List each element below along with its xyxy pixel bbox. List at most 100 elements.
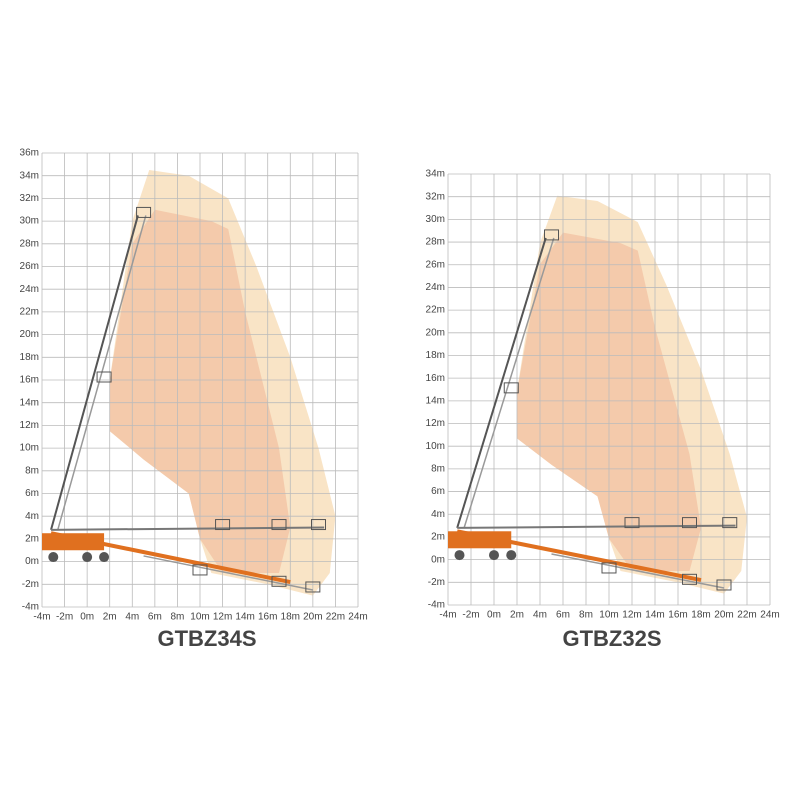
x-tick-label: -4m bbox=[33, 612, 50, 623]
x-tick-label: 6m bbox=[148, 612, 162, 623]
x-tick-label: 0m bbox=[487, 610, 501, 621]
y-tick-label: 10m bbox=[426, 441, 445, 452]
x-tick-label: 6m bbox=[556, 610, 570, 621]
x-tick-label: 4m bbox=[533, 610, 547, 621]
boom bbox=[51, 526, 325, 531]
boom bbox=[456, 237, 547, 529]
boom bbox=[50, 215, 139, 531]
y-tick-label: 34m bbox=[20, 170, 39, 181]
y-tick-label: 2m bbox=[25, 534, 39, 545]
y-tick-label: 4m bbox=[25, 511, 39, 522]
x-tick-label: 24m bbox=[760, 610, 779, 621]
y-tick-label: -2m bbox=[22, 579, 39, 590]
model-title: GTBZ34S bbox=[157, 626, 256, 651]
x-tick-label: 20m bbox=[303, 612, 322, 623]
y-tick-label: 26m bbox=[426, 259, 445, 270]
platform bbox=[311, 519, 326, 531]
y-tick-label: -2m bbox=[428, 577, 445, 588]
chassis bbox=[448, 531, 512, 549]
y-tick-label: 6m bbox=[25, 488, 39, 499]
y-tick-label: 32m bbox=[20, 193, 39, 204]
x-tick-label: 22m bbox=[326, 612, 345, 623]
y-tick-label: 24m bbox=[426, 282, 445, 293]
platform bbox=[271, 575, 287, 587]
y-tick-label: 18m bbox=[20, 352, 39, 363]
y-tick-label: 0m bbox=[431, 554, 445, 565]
y-tick-label: 20m bbox=[426, 327, 445, 338]
x-tick-label: 20m bbox=[714, 610, 733, 621]
platform bbox=[601, 562, 617, 574]
y-tick-label: -4m bbox=[22, 602, 39, 613]
boom bbox=[457, 524, 736, 529]
wheel bbox=[489, 550, 499, 561]
y-tick-label: 30m bbox=[426, 214, 445, 225]
y-tick-label: 6m bbox=[431, 486, 445, 497]
y-tick-label: -4m bbox=[428, 600, 445, 611]
platform bbox=[192, 564, 208, 576]
x-tick-label: 18m bbox=[691, 610, 710, 621]
y-tick-label: 28m bbox=[20, 238, 39, 249]
y-tick-label: 30m bbox=[20, 216, 39, 227]
platform bbox=[215, 519, 231, 531]
boom bbox=[57, 215, 147, 531]
y-tick-label: 22m bbox=[426, 305, 445, 316]
x-tick-label: 12m bbox=[622, 610, 641, 621]
platform bbox=[96, 371, 112, 383]
x-tick-label: -4m bbox=[439, 610, 456, 621]
x-tick-label: 10m bbox=[190, 612, 209, 623]
model-title: GTBZ32S bbox=[562, 626, 661, 651]
x-tick-label: -2m bbox=[56, 612, 73, 623]
chart-panel: 36m34m32m30m28m26m24m22m20m18m16m14m12m1… bbox=[20, 148, 368, 651]
platform bbox=[305, 581, 321, 593]
x-tick-label: 2m bbox=[510, 610, 524, 621]
y-tick-label: 34m bbox=[426, 169, 445, 180]
x-tick-label: -2m bbox=[462, 610, 479, 621]
x-tick-label: 16m bbox=[668, 610, 687, 621]
y-tick-label: 12m bbox=[20, 420, 39, 431]
platform bbox=[544, 229, 559, 241]
x-tick-label: 4m bbox=[125, 612, 139, 623]
x-tick-label: 14m bbox=[645, 610, 664, 621]
y-tick-label: 12m bbox=[426, 418, 445, 429]
platform bbox=[716, 579, 732, 591]
chart-panel: 34m 32m 30m 28m 26m 24m 22m 20m 18m 16m 14m 12m 10m 8… bbox=[426, 169, 780, 651]
wheel bbox=[48, 552, 59, 563]
x-tick-label: 0m bbox=[80, 612, 94, 623]
y-tick-label: 14m bbox=[20, 397, 39, 408]
x-tick-label: 12m bbox=[213, 612, 232, 623]
x-tick-label: 22m bbox=[737, 610, 756, 621]
boom bbox=[551, 553, 725, 589]
y-tick-label: 2m bbox=[431, 532, 445, 543]
platform bbox=[682, 517, 697, 529]
wheel bbox=[82, 552, 93, 563]
y-tick-label: 8m bbox=[431, 464, 445, 475]
x-tick-label: 2m bbox=[103, 612, 117, 623]
platform bbox=[722, 517, 738, 529]
y-tick-label: 36m bbox=[20, 148, 39, 159]
y-tick-label: 16m bbox=[426, 373, 445, 384]
x-tick-label: 14m bbox=[235, 612, 254, 623]
platform bbox=[271, 519, 287, 531]
x-tick-label: 24m bbox=[348, 612, 367, 623]
boom bbox=[143, 555, 314, 591]
wheel bbox=[506, 550, 517, 561]
wheel bbox=[99, 552, 110, 563]
platform bbox=[682, 573, 697, 585]
x-tick-label: 10m bbox=[599, 610, 618, 621]
chassis bbox=[42, 533, 105, 551]
platform bbox=[503, 382, 519, 394]
wheel bbox=[454, 550, 465, 561]
y-tick-label: 16m bbox=[20, 375, 39, 386]
y-tick-label: 18m bbox=[426, 350, 445, 361]
x-tick-label: 8m bbox=[170, 612, 184, 623]
platform bbox=[624, 517, 640, 529]
y-tick-label: 22m bbox=[20, 307, 39, 318]
x-tick-label: 8m bbox=[579, 610, 593, 621]
y-tick-label: 32m bbox=[426, 191, 445, 202]
platform bbox=[136, 206, 152, 218]
x-tick-label: 16m bbox=[258, 612, 277, 623]
y-tick-label: 0m bbox=[25, 556, 39, 567]
y-tick-label: 20m bbox=[20, 329, 39, 340]
y-tick-label: 4m bbox=[431, 509, 445, 520]
